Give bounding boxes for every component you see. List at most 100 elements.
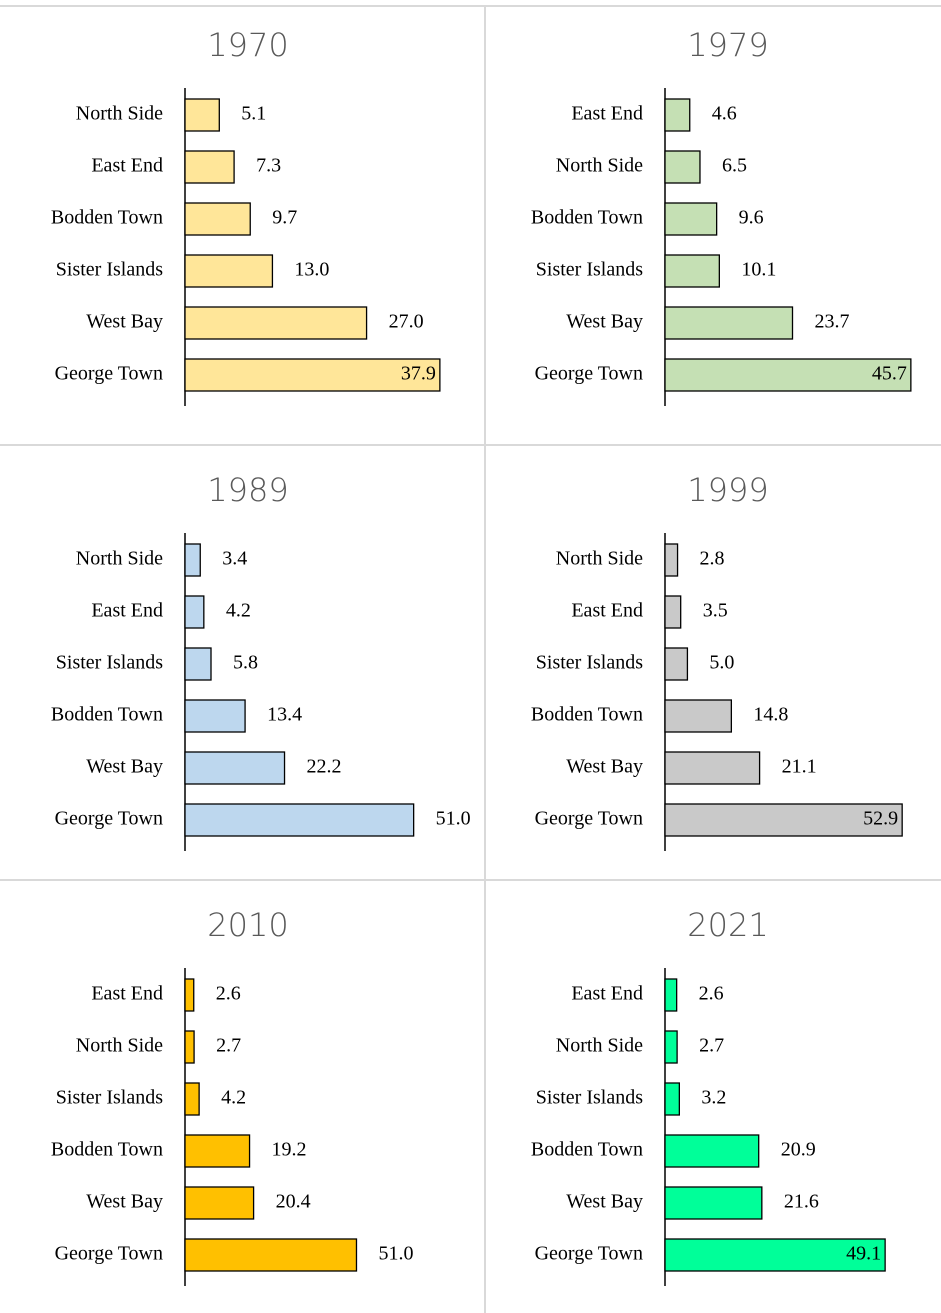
category-label: East End — [91, 155, 163, 177]
bar — [664, 306, 794, 340]
value-label: 2.7 — [699, 1035, 724, 1057]
category-label: East End — [91, 983, 163, 1005]
bar — [664, 1082, 680, 1116]
value-label: 51.0 — [436, 808, 471, 830]
chart-title: 1970 — [207, 26, 288, 64]
category-label: Sister Islands — [56, 1087, 163, 1109]
category-label: West Bay — [86, 756, 163, 778]
value-label: 49.1 — [846, 1243, 881, 1265]
category-label: Sister Islands — [56, 259, 163, 281]
chart-title: 1979 — [687, 26, 768, 64]
value-label: 9.6 — [739, 207, 764, 229]
value-label: 37.9 — [401, 363, 436, 385]
category-label: North Side — [76, 548, 163, 570]
category-label: George Town — [535, 1243, 643, 1265]
bar — [664, 202, 718, 236]
category-label: East End — [91, 600, 163, 622]
category-label: Bodden Town — [531, 1139, 643, 1161]
value-label: 51.0 — [378, 1243, 413, 1265]
bar — [664, 595, 682, 629]
bar — [664, 254, 720, 288]
bar — [664, 647, 689, 681]
bar — [184, 1134, 251, 1168]
value-label: 22.2 — [307, 756, 342, 778]
category-label: East End — [571, 600, 643, 622]
bar — [184, 751, 286, 785]
bar — [184, 254, 274, 288]
value-label: 7.3 — [256, 155, 281, 177]
value-label: 2.8 — [700, 548, 725, 570]
category-label: George Town — [55, 363, 163, 385]
bar — [664, 1186, 763, 1220]
bar — [184, 202, 251, 236]
value-label: 5.8 — [233, 652, 258, 674]
value-label: 13.4 — [267, 704, 302, 726]
value-label: 23.7 — [815, 311, 850, 333]
bar — [184, 1082, 200, 1116]
category-label: North Side — [76, 103, 163, 125]
category-label: Bodden Town — [531, 704, 643, 726]
bar — [664, 98, 691, 132]
category-label: East End — [571, 983, 643, 1005]
category-label: Sister Islands — [536, 1087, 643, 1109]
category-label: Bodden Town — [51, 704, 163, 726]
category-label: North Side — [556, 1035, 643, 1057]
bar — [184, 803, 415, 837]
category-label: George Town — [535, 363, 643, 385]
category-label: Sister Islands — [56, 652, 163, 674]
value-label: 4.2 — [221, 1087, 246, 1109]
value-label: 5.0 — [709, 652, 734, 674]
bar — [184, 647, 212, 681]
bar — [664, 150, 701, 184]
bar — [184, 1186, 255, 1220]
bar — [184, 150, 235, 184]
category-label: West Bay — [566, 756, 643, 778]
value-label: 2.6 — [699, 983, 724, 1005]
value-label: 52.9 — [863, 808, 898, 830]
bar — [184, 98, 220, 132]
bar — [664, 751, 761, 785]
value-label: 21.1 — [782, 756, 817, 778]
value-label: 27.0 — [389, 311, 424, 333]
category-label: North Side — [556, 548, 643, 570]
category-label: East End — [571, 103, 643, 125]
value-label: 5.1 — [241, 103, 266, 125]
bar — [664, 978, 678, 1012]
value-label: 2.6 — [216, 983, 241, 1005]
value-label: 3.5 — [703, 600, 728, 622]
bar — [184, 306, 368, 340]
category-label: Sister Islands — [536, 259, 643, 281]
chart-title: 1999 — [687, 471, 768, 509]
bar — [664, 358, 912, 392]
value-label: 4.6 — [712, 103, 737, 125]
value-label: 45.7 — [872, 363, 907, 385]
category-label: North Side — [556, 155, 643, 177]
category-label: North Side — [76, 1035, 163, 1057]
category-label: Sister Islands — [536, 652, 643, 674]
bar — [184, 978, 195, 1012]
value-label: 19.2 — [272, 1139, 307, 1161]
bar — [664, 1238, 886, 1272]
bar — [664, 1030, 678, 1064]
value-label: 2.7 — [216, 1035, 241, 1057]
bar — [664, 543, 679, 577]
value-label: 3.2 — [701, 1087, 726, 1109]
value-label: 13.0 — [294, 259, 329, 281]
bar — [184, 543, 201, 577]
category-label: George Town — [55, 808, 163, 830]
category-label: West Bay — [86, 1191, 163, 1213]
value-label: 21.6 — [784, 1191, 819, 1213]
category-label: West Bay — [566, 1191, 643, 1213]
bar — [184, 358, 441, 392]
bar — [184, 1238, 358, 1272]
category-label: George Town — [535, 808, 643, 830]
value-label: 20.9 — [781, 1139, 816, 1161]
bar — [664, 699, 733, 733]
bar — [664, 1134, 760, 1168]
chart-title: 1989 — [207, 471, 288, 509]
chart-title: 2010 — [207, 906, 288, 944]
value-label: 10.1 — [741, 259, 776, 281]
value-label: 4.2 — [226, 600, 251, 622]
bar — [184, 1030, 195, 1064]
